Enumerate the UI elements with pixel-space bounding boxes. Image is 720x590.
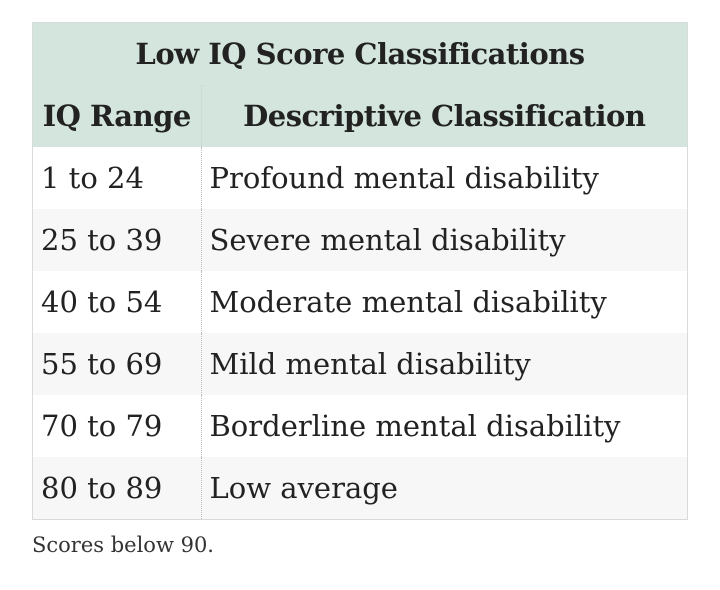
table-row: 40 to 54 Moderate mental disability: [33, 271, 687, 333]
iq-range-cell: 55 to 69: [33, 333, 202, 395]
iq-range-cell: 70 to 79: [33, 395, 202, 457]
iq-range-cell: 25 to 39: [33, 209, 202, 271]
table-row: 80 to 89 Low average: [33, 457, 687, 519]
column-header-iq-range: IQ Range: [33, 85, 202, 147]
table-row: 1 to 24 Profound mental disability: [33, 147, 687, 209]
classification-cell: Mild mental disability: [201, 333, 687, 395]
table-note: Scores below 90.: [32, 533, 214, 557]
table-row: 25 to 39 Severe mental disability: [33, 209, 687, 271]
classification-cell: Borderline mental disability: [201, 395, 687, 457]
table: Low IQ Score Classifications IQ Range De…: [33, 23, 687, 519]
table-row: 55 to 69 Mild mental disability: [33, 333, 687, 395]
table-title: Low IQ Score Classifications: [33, 23, 687, 85]
table-header-row: IQ Range Descriptive Classification: [33, 85, 687, 147]
classification-cell: Severe mental disability: [201, 209, 687, 271]
classification-cell: Moderate mental disability: [201, 271, 687, 333]
classification-cell: Low average: [201, 457, 687, 519]
table-caption-row: Low IQ Score Classifications: [33, 23, 687, 85]
iq-range-cell: 40 to 54: [33, 271, 202, 333]
classification-cell: Profound mental disability: [201, 147, 687, 209]
iq-classification-table: Low IQ Score Classifications IQ Range De…: [32, 22, 688, 520]
table-row: 70 to 79 Borderline mental disability: [33, 395, 687, 457]
iq-range-cell: 80 to 89: [33, 457, 202, 519]
column-header-classification: Descriptive Classification: [201, 85, 687, 147]
iq-range-cell: 1 to 24: [33, 147, 202, 209]
